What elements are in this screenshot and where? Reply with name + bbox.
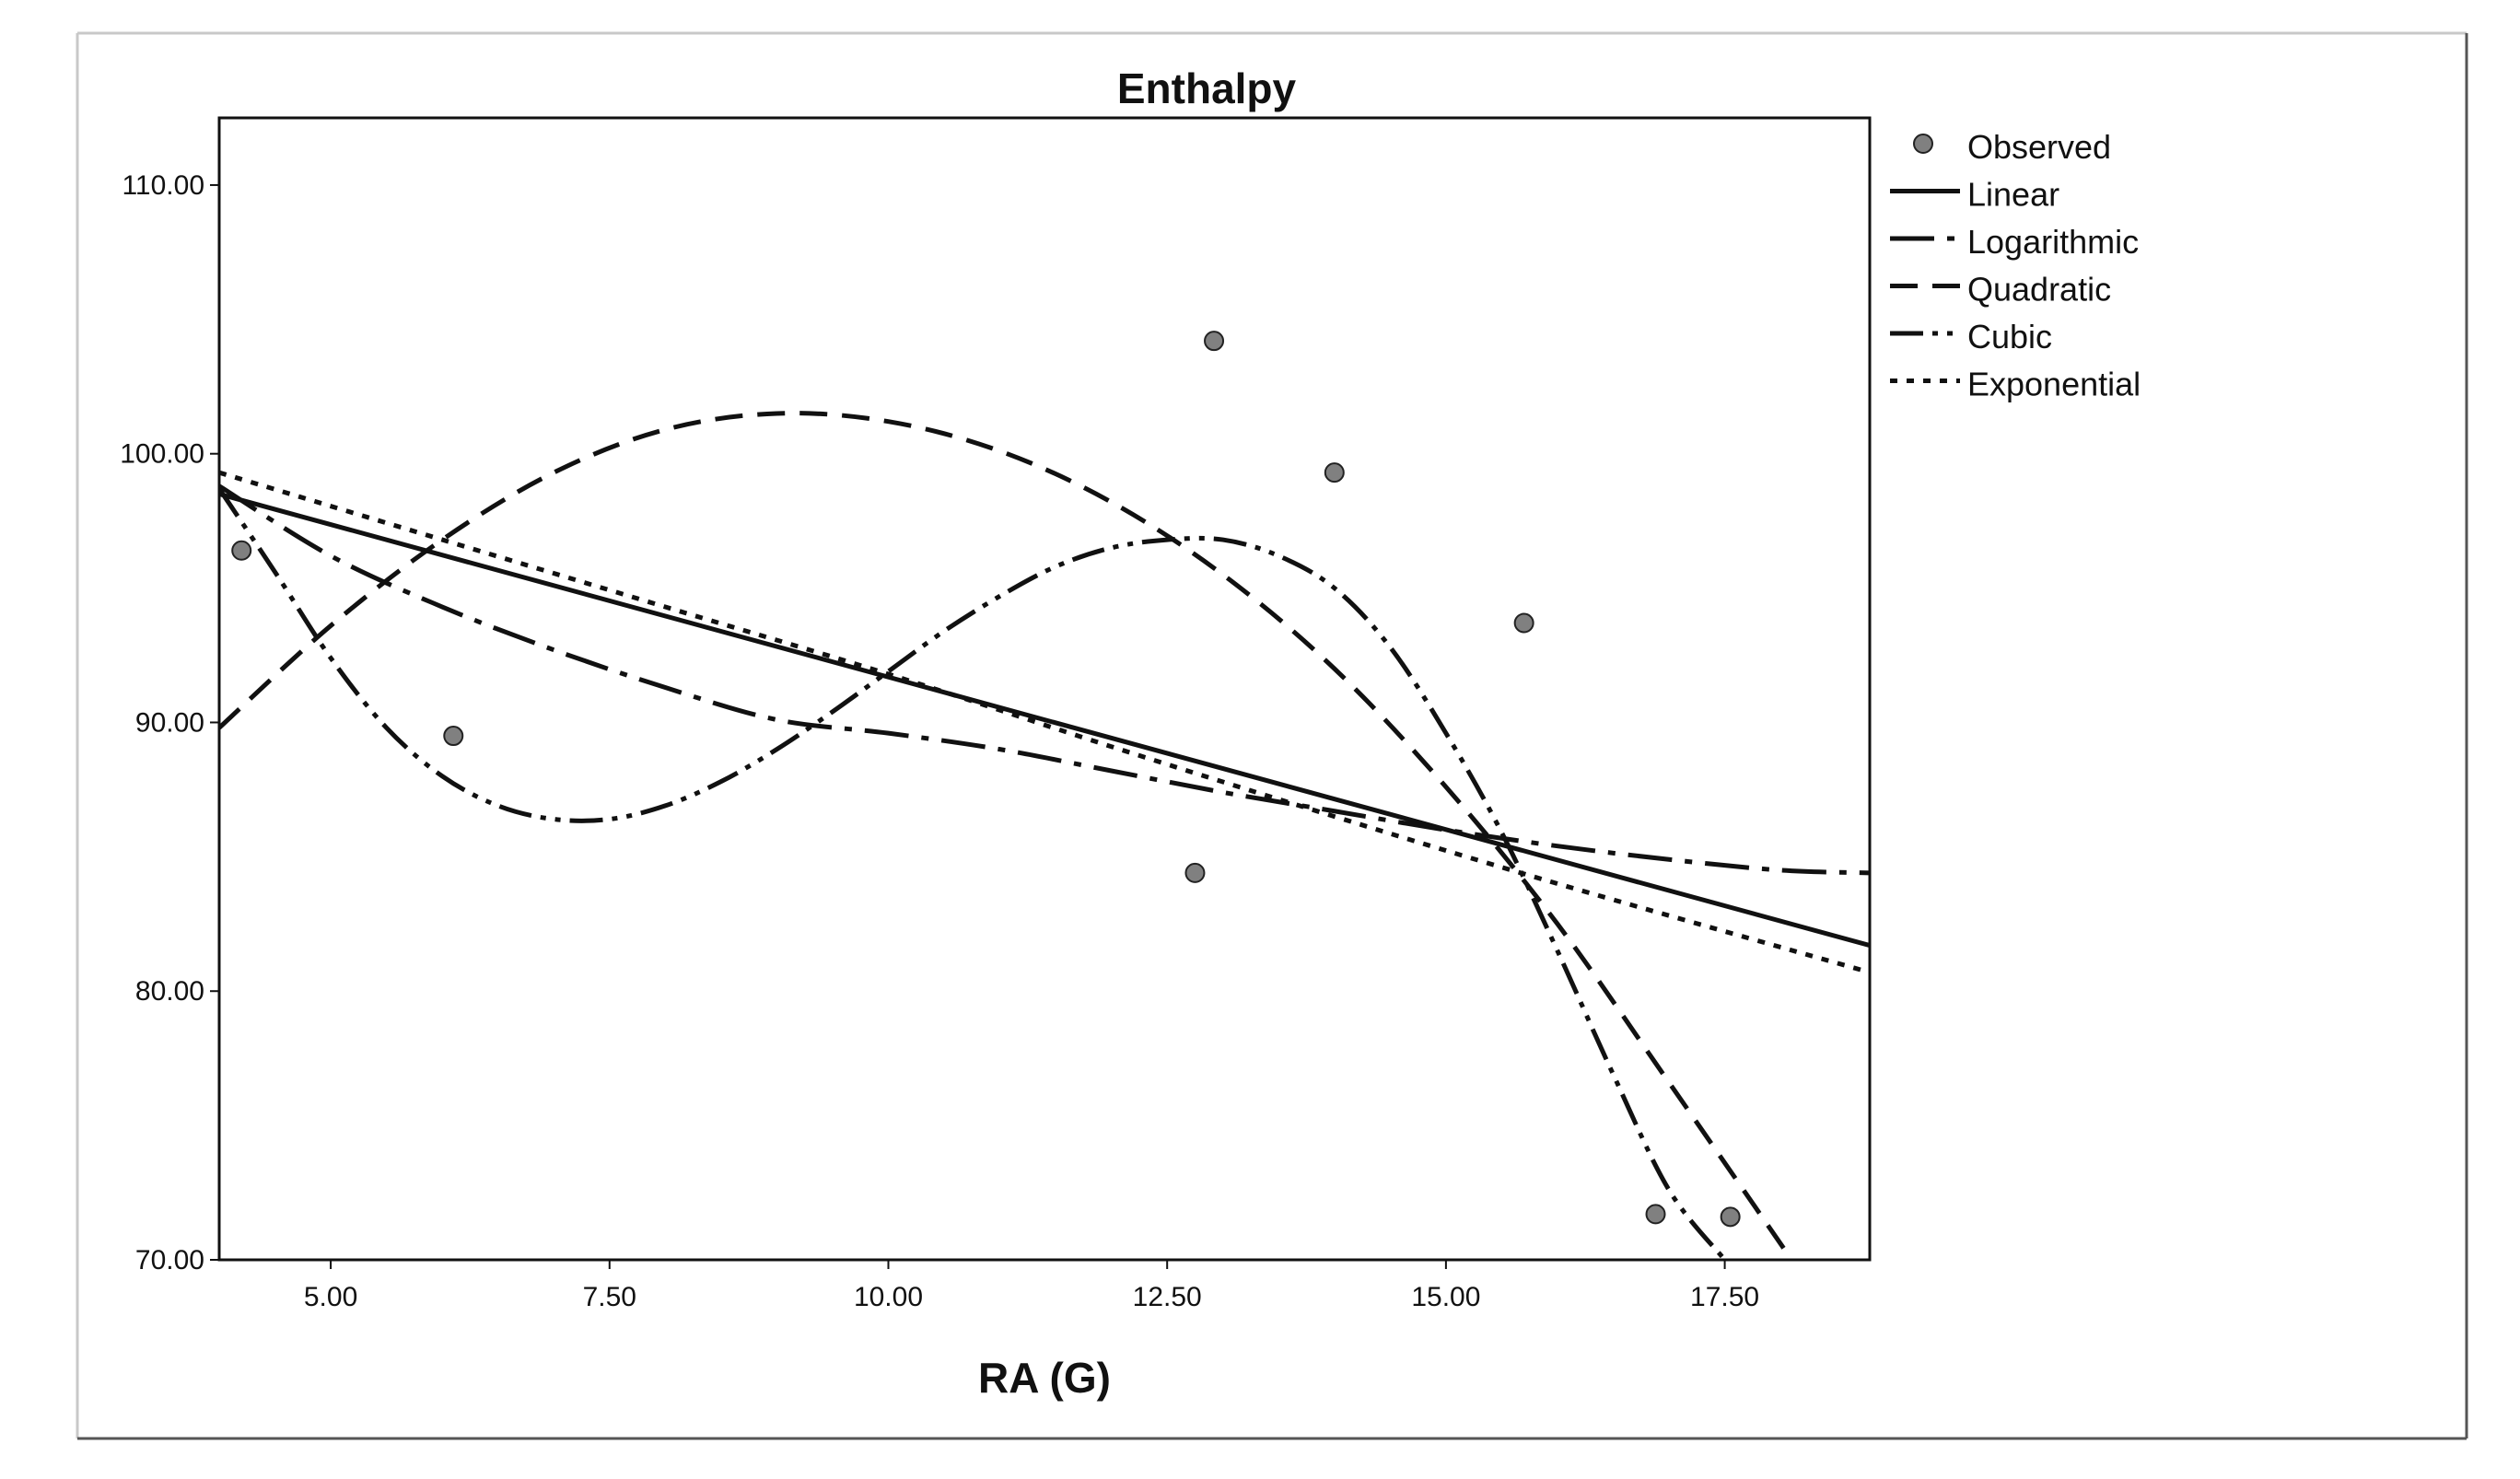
legend-label: Logarithmic xyxy=(1967,223,2139,261)
x-tick-label: 10.00 xyxy=(854,1282,923,1312)
observed-point xyxy=(1513,612,1534,634)
observed-point xyxy=(1184,862,1206,883)
series-line-linear xyxy=(219,492,1870,949)
observed-point xyxy=(1645,1204,1666,1225)
legend-item-logarithmic: Logarithmic xyxy=(1890,223,2139,261)
y-tick-label: 90.00 xyxy=(135,707,204,738)
series-line-logarithmic xyxy=(219,483,1870,876)
x-axis-title: RA (G) xyxy=(978,1354,1111,1402)
series-line-exponential xyxy=(219,470,1870,975)
legend-label: Cubic xyxy=(1967,318,2052,355)
legend-item-observed: Observed xyxy=(1913,128,2111,166)
legend-label: Linear xyxy=(1967,176,2059,214)
observed-point xyxy=(1324,462,1345,483)
observed-point xyxy=(1204,331,1225,352)
y-tick-label: 100.00 xyxy=(120,439,204,470)
observed-point xyxy=(1720,1206,1741,1228)
y-tick-label: 80.00 xyxy=(135,976,204,1007)
x-tick-label: 5.00 xyxy=(304,1282,357,1312)
observed-point xyxy=(231,540,252,561)
legend-item-cubic: Cubic xyxy=(1890,318,2052,355)
series-line-quadratic xyxy=(219,411,1794,1260)
outer-frame xyxy=(76,31,2468,1440)
legend: Observed Linear Logarithmic Quadratic Cubic E… xyxy=(1890,128,2141,403)
series-line-cubic xyxy=(219,487,1727,1260)
x-tick-label: 7.50 xyxy=(583,1282,636,1312)
legend-label: Quadratic xyxy=(1967,271,2111,309)
legend-label: Exponential xyxy=(1967,366,2141,403)
legend-item-exponential: Exponential xyxy=(1890,366,2141,403)
legend-item-linear: Linear xyxy=(1890,176,2059,214)
legend-marker xyxy=(1913,134,1933,154)
legend-label: Observed xyxy=(1967,128,2111,166)
plot-area xyxy=(217,116,1872,1262)
observed-point xyxy=(443,726,464,747)
legend-item-quadratic: Quadratic xyxy=(1890,271,2111,309)
fit-lines xyxy=(219,411,1870,1260)
x-tick-label: 15.00 xyxy=(1411,1282,1480,1312)
chart-title: Enthalpy xyxy=(1117,64,1297,112)
y-tick-label: 70.00 xyxy=(135,1245,204,1275)
x-axis: 5.00 7.50 10.00 12.50 15.00 17.50 xyxy=(304,1260,1759,1312)
x-tick-label: 12.50 xyxy=(1133,1282,1202,1312)
x-tick-label: 17.50 xyxy=(1690,1282,1759,1312)
y-axis: 70.00 80.00 90.00 100.00 110.00 xyxy=(120,170,219,1275)
observed-points xyxy=(231,331,1741,1228)
y-tick-label: 110.00 xyxy=(122,170,204,201)
